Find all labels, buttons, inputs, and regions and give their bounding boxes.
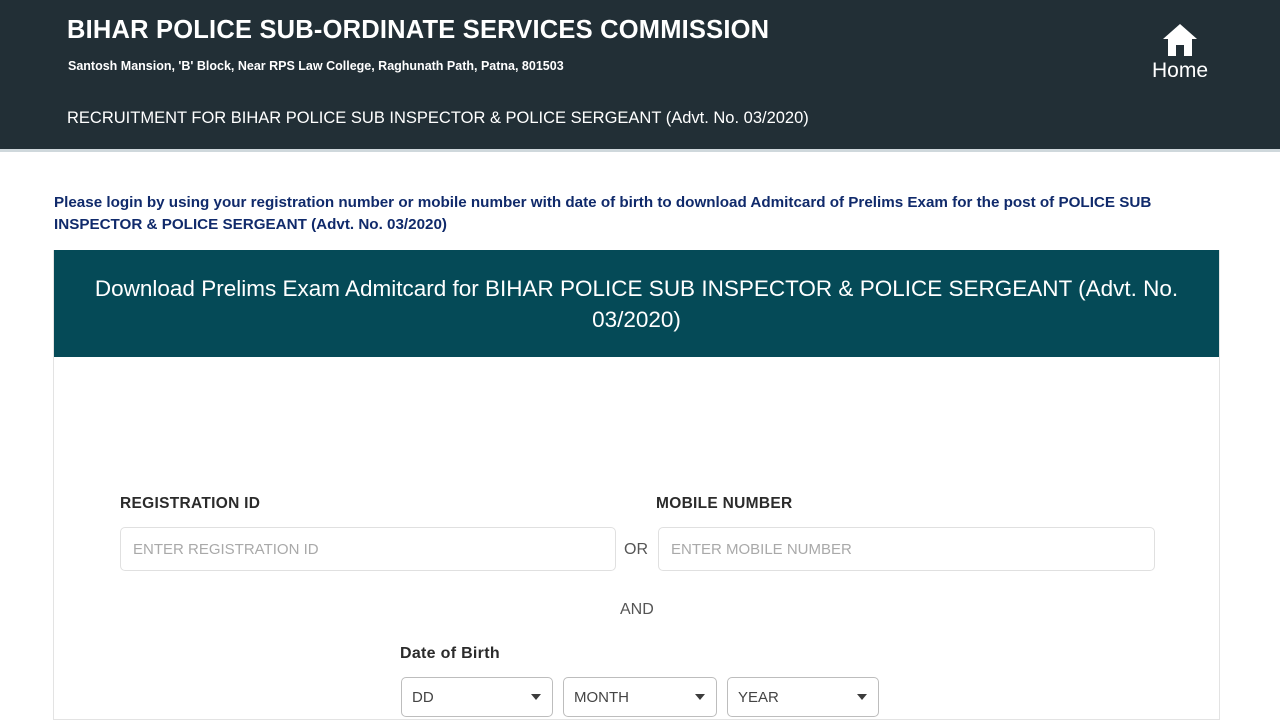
dob-year-select[interactable]: YEAR — [727, 677, 879, 717]
or-separator: OR — [624, 541, 648, 558]
site-header: BIHAR POLICE SUB-ORDINATE SERVICES COMMI… — [0, 0, 1280, 152]
dob-year-wrap: YEAR — [727, 677, 879, 717]
home-link[interactable]: Home — [1130, 22, 1230, 81]
dob-day-wrap: DD — [401, 677, 553, 717]
registration-id-label: REGISTRATION ID — [120, 495, 261, 512]
home-label: Home — [1151, 59, 1209, 82]
page-title: BIHAR POLICE SUB-ORDINATE SERVICES COMMI… — [67, 16, 770, 44]
mobile-number-label: MOBILE NUMBER — [656, 495, 793, 512]
date-of-birth-label: Date of Birth — [400, 645, 500, 662]
home-icon — [1163, 24, 1197, 56]
registration-id-input[interactable] — [120, 527, 616, 571]
login-instruction: Please login by using your registration … — [54, 192, 1184, 235]
recruitment-subtitle: RECRUITMENT FOR BIHAR POLICE SUB INSPECT… — [67, 109, 809, 127]
date-of-birth-row: DD MONTH YEAR — [401, 677, 879, 717]
instruction-line-1: Please login by using your registration … — [54, 194, 1055, 211]
login-form: REGISTRATION ID OR MOBILE NUMBER AND Dat… — [54, 357, 1219, 719]
card-title: Download Prelims Exam Admitcard for BIHA… — [54, 250, 1219, 357]
organisation-address: Santosh Mansion, 'B' Block, Near RPS Law… — [68, 59, 564, 73]
dob-month-wrap: MONTH — [563, 677, 717, 717]
and-separator: AND — [620, 601, 654, 618]
mobile-number-input[interactable] — [658, 527, 1155, 571]
dob-day-select[interactable]: DD — [401, 677, 553, 717]
instruction-line-2: POLICE SUB INSPECTOR & POLICE SERGEANT (… — [54, 194, 1152, 233]
dob-month-select[interactable]: MONTH — [563, 677, 717, 717]
admitcard-download-card: Download Prelims Exam Admitcard for BIHA… — [53, 250, 1220, 720]
